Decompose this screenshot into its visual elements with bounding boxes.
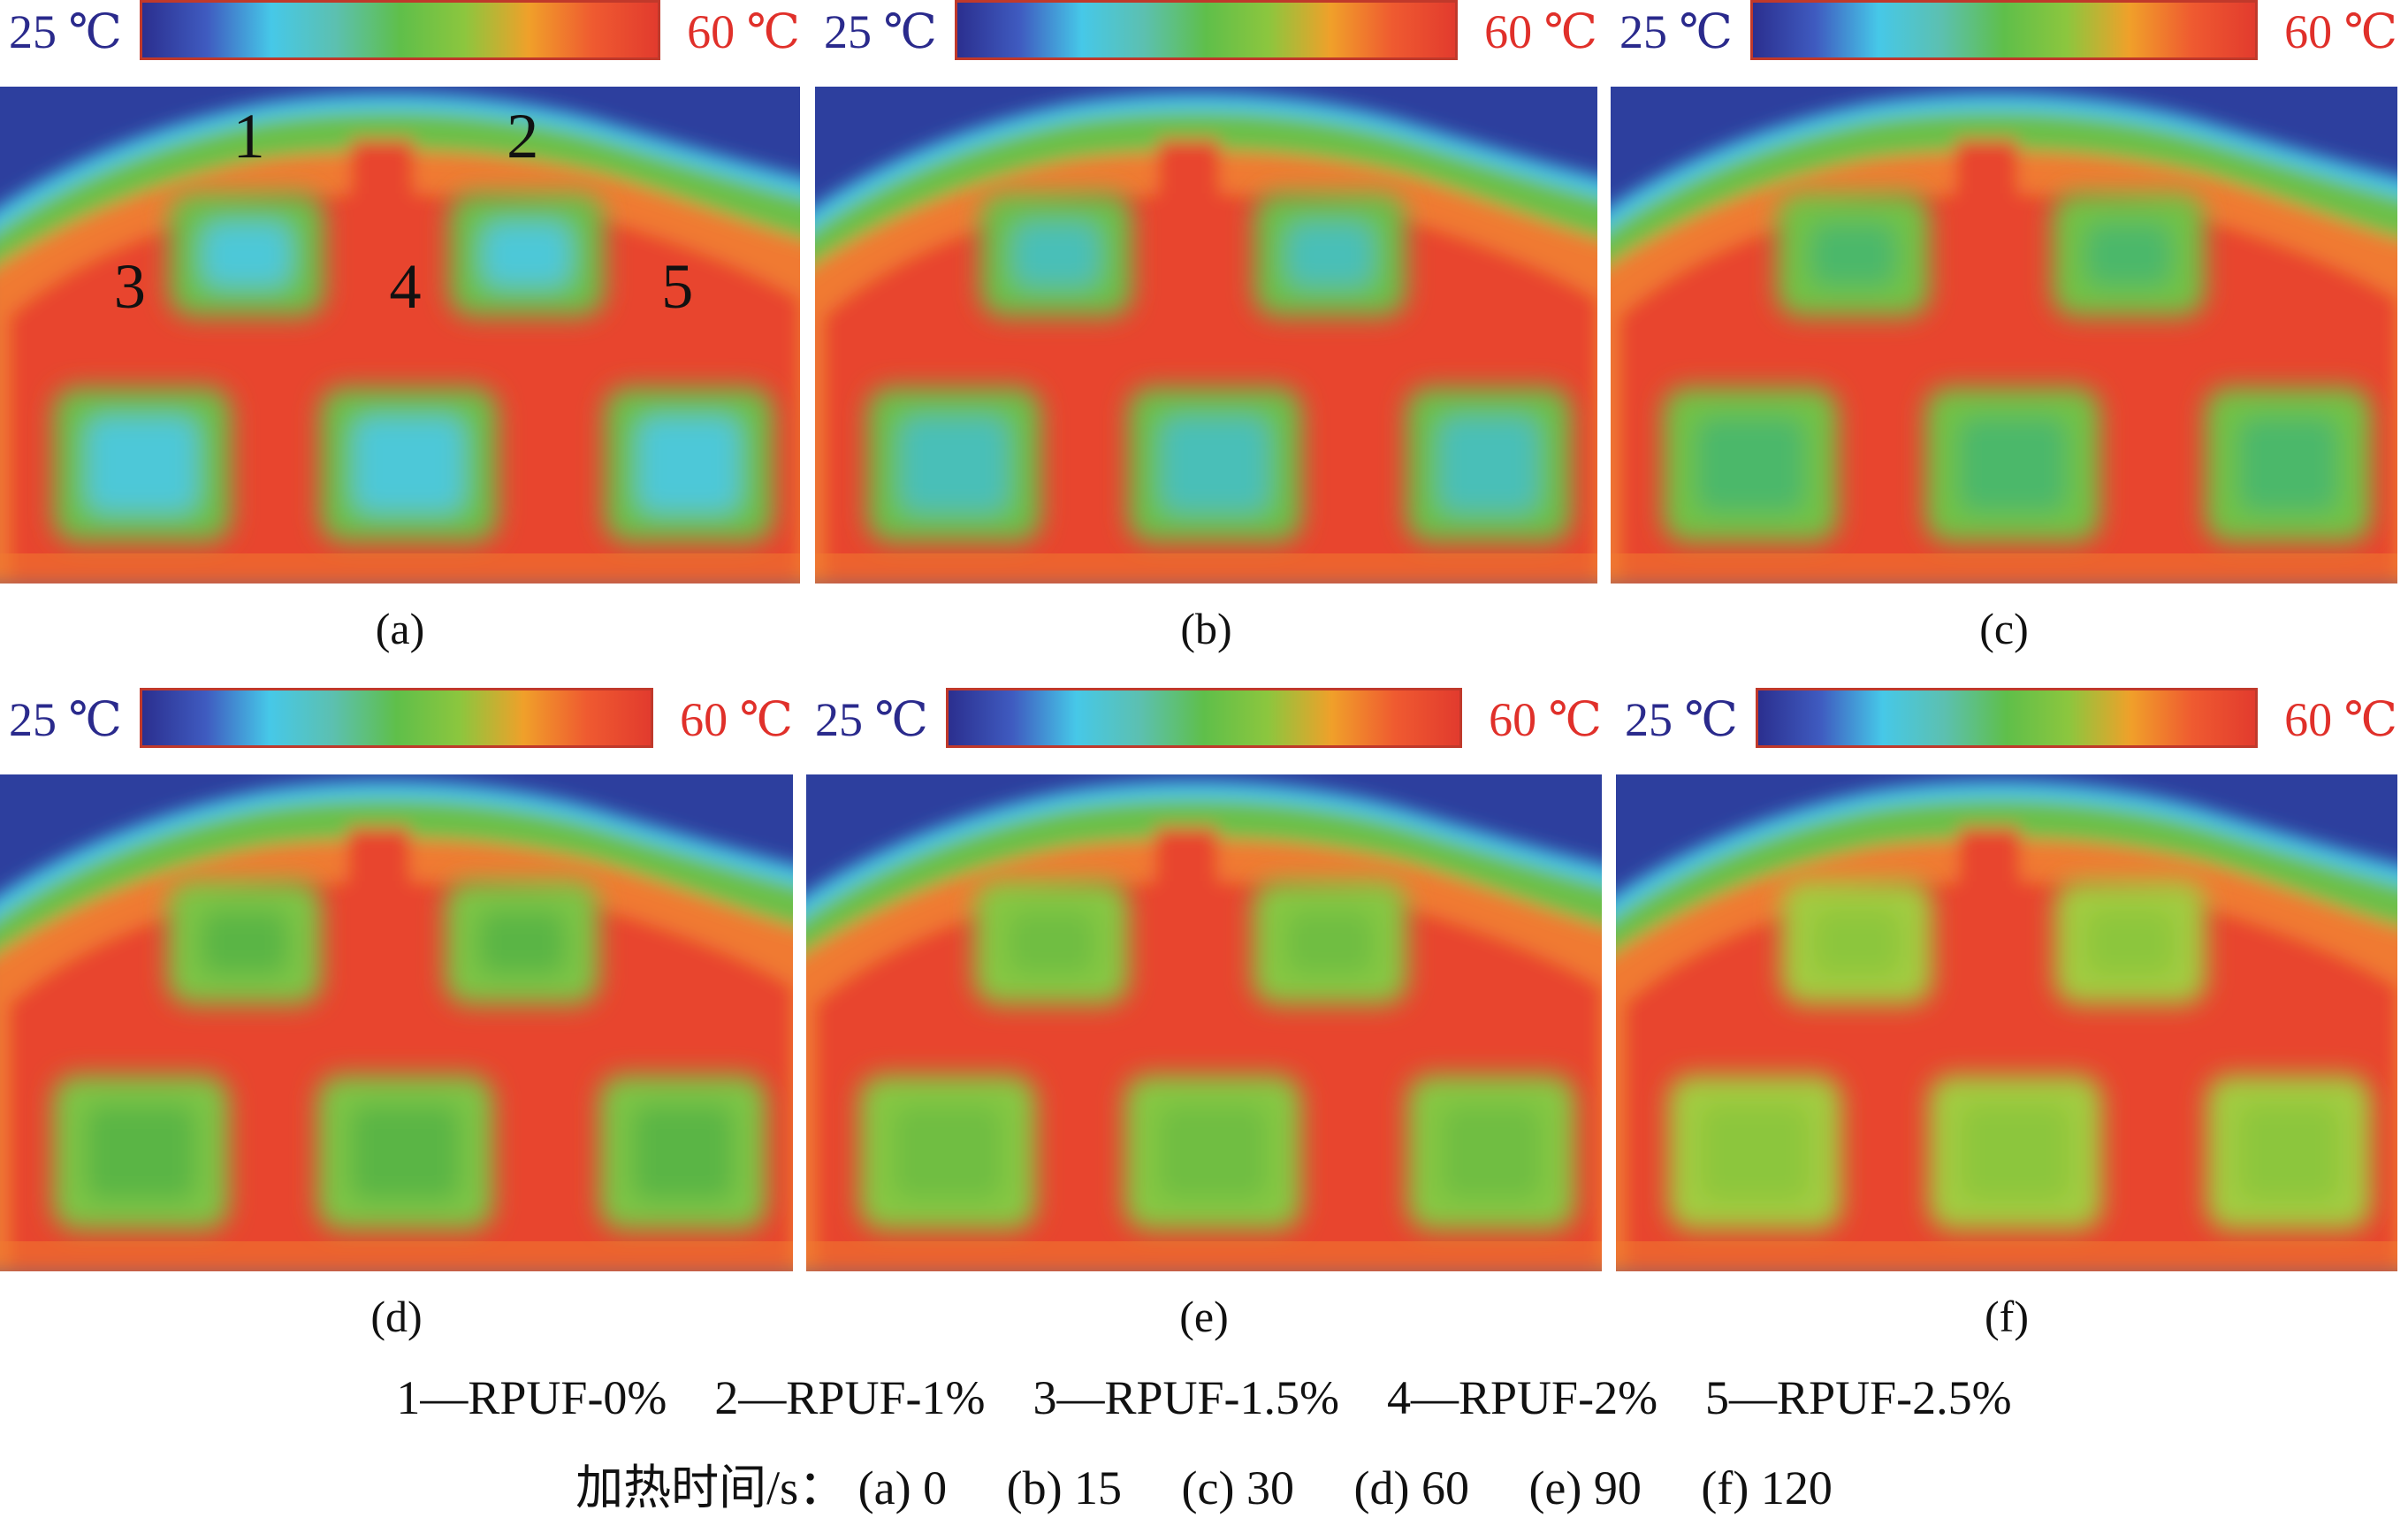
sample-number-5: 5 <box>661 251 693 322</box>
panel-label: (b) <box>1180 604 1232 653</box>
thermal-image: 1 2 3 4 5 <box>0 87 800 584</box>
colorbar <box>946 688 1462 748</box>
panel-label: (c) <box>1979 604 2029 653</box>
panel-label: (d) <box>370 1292 423 1341</box>
scale-max-label: 60 ℃ <box>687 5 800 58</box>
panel-label: (a) <box>375 604 425 653</box>
scale-max-label: 60 ℃ <box>1489 693 1602 746</box>
temperature-scale: 25 ℃ 60 ℃ <box>1611 0 2397 64</box>
temperature-scale: 25 ℃ 60 ℃ <box>1616 688 2397 751</box>
scale-min-label: 25 ℃ <box>1619 5 1733 58</box>
temperature-scale: 25 ℃ 60 ℃ <box>806 688 1602 751</box>
temperature-scale: 25 ℃ 60 ℃ <box>815 0 1597 64</box>
panel-f: 25 ℃ 60 ℃ (f) <box>1616 688 2397 1360</box>
scale-max-label: 60 ℃ <box>680 693 793 746</box>
panel-b: 25 ℃ 60 ℃ (b) <box>815 0 1597 672</box>
colorbar <box>1750 0 2258 60</box>
scale-max-label: 60 ℃ <box>1484 5 1597 58</box>
sample-legend: 1—RPUF-0% 2—RPUF-1% 3—RPUF-1.5% 4—RPUF-2… <box>396 1371 2012 1424</box>
thermal-image <box>0 774 793 1271</box>
sample-number-3: 3 <box>114 251 146 322</box>
sample-number-4: 4 <box>389 251 421 322</box>
colorbar <box>140 0 660 60</box>
temperature-scale: 25 ℃ 60 ℃ <box>0 688 793 751</box>
scale-min-label: 25 ℃ <box>815 693 928 746</box>
panel-e: 25 ℃ 60 ℃ (e) <box>806 688 1602 1360</box>
thermal-image <box>806 774 1602 1271</box>
panel-d: 25 ℃ 60 ℃ (d) <box>0 688 793 1360</box>
heating-time-legend: 加热时间/s： (a) 0 (b) 15 (c) 30 (d) 60 (e) 9… <box>575 1461 1833 1514</box>
scale-max-label: 60 ℃ <box>2284 693 2397 746</box>
scale-min-label: 25 ℃ <box>824 5 937 58</box>
scale-min-label: 25 ℃ <box>9 693 122 746</box>
sample-number-2: 2 <box>507 101 538 172</box>
temperature-scale: 25 ℃ 60 ℃ <box>0 0 800 64</box>
panel-a: 25 ℃ 60 ℃ 1 2 3 4 5 (a) <box>0 0 800 672</box>
scale-min-label: 25 ℃ <box>1625 693 1738 746</box>
panel-label: (f) <box>1985 1292 2029 1341</box>
sample-number-1: 1 <box>232 101 264 172</box>
colorbar <box>140 688 653 748</box>
scale-max-label: 60 ℃ <box>2284 5 2397 58</box>
scale-min-label: 25 ℃ <box>9 5 122 58</box>
colorbar <box>1756 688 2258 748</box>
thermal-image <box>1616 774 2397 1271</box>
panel-label: (e) <box>1179 1292 1229 1341</box>
thermal-image <box>815 87 1597 584</box>
panel-c: 25 ℃ 60 ℃ (c) <box>1611 0 2397 672</box>
colorbar <box>955 0 1458 60</box>
thermal-image <box>1611 87 2397 584</box>
